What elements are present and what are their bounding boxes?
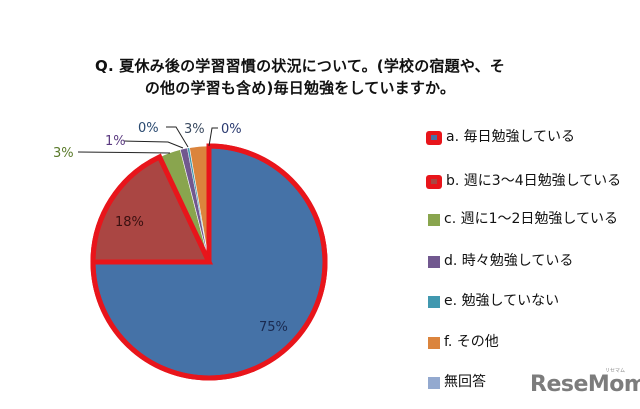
legend-label-c: c. 週に1～2日勉強している (444, 211, 618, 227)
legend-item-b: b. 週に3～4日勉強している (426, 171, 626, 191)
legend-swatch-f (428, 337, 440, 349)
watermark-subtext: リセマム (605, 368, 626, 374)
legend-swatch-b (426, 175, 442, 189)
legend-label-e: e. 勉強していない (444, 293, 560, 309)
legend-label-b: b. 週に3～4日勉強している (446, 173, 622, 189)
legend-item-c: c. 週に1～2日勉強している (428, 209, 624, 229)
legend-swatch-a (426, 131, 442, 145)
legend-swatch-none (428, 377, 440, 389)
leader-line-d (123, 140, 184, 149)
legend-swatch-d (428, 256, 440, 268)
resemom-watermark-logo: ReseMom (530, 372, 640, 397)
legend-label-d: d. 時々勉強している (444, 253, 574, 269)
label-b: 18% (115, 215, 144, 230)
label-e: 0% (138, 121, 159, 136)
label-none: 0% (221, 122, 242, 137)
legend-label-a: a. 毎日勉強している (446, 129, 576, 145)
label-c: 3% (53, 146, 74, 161)
legend-item-a: a. 毎日勉強している (426, 127, 631, 147)
legend-swatch-e (428, 296, 440, 308)
chart-title: Q. 夏休み後の学習習慣の状況について。(学校の宿題や、そ の他の学習も含め)毎… (60, 55, 540, 99)
legend-label-none: 無回答 (444, 374, 486, 390)
leader-line-none (208, 127, 218, 147)
legend-item-f: f. その他 (428, 332, 629, 352)
leader-line-c (77, 151, 171, 154)
legend-swatch-c (428, 214, 440, 226)
legend-item-d: d. 時々勉強している (428, 251, 629, 271)
legend-item-none: 無回答 (428, 372, 629, 392)
chart-title-line-2: の他の学習も含め)毎日勉強をしていますか。 (144, 79, 456, 97)
legend-label-f: f. その他 (444, 334, 499, 350)
legend-item-e: e. 勉強していない (428, 291, 629, 311)
label-f: 3% (184, 122, 205, 137)
label-a: 75% (259, 320, 288, 335)
leader-line-e (166, 126, 189, 148)
label-d: 1% (105, 134, 126, 149)
chart-title-line-1: Q. 夏休み後の学習習慣の状況について。(学校の宿題や、そ (95, 57, 505, 75)
